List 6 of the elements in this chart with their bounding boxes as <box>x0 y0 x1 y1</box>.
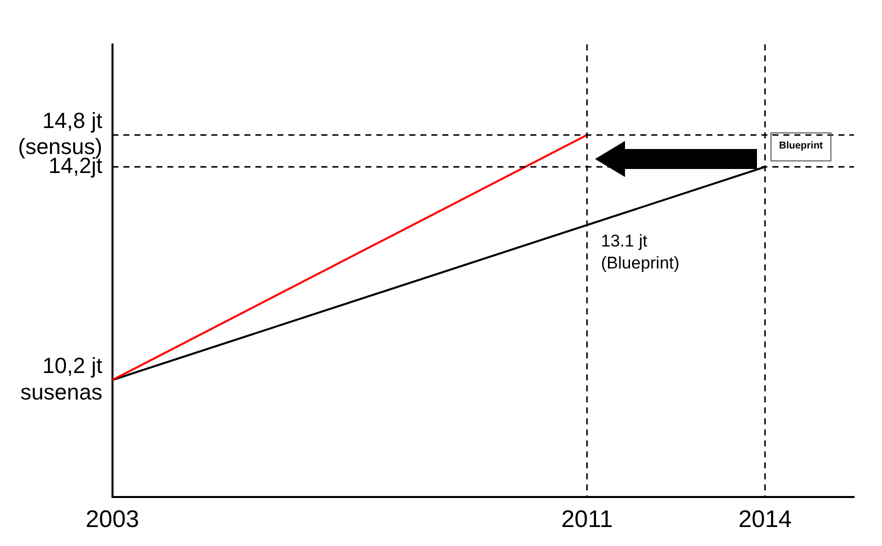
x-tick-label: 2014 <box>738 506 792 534</box>
y-tick-label: 10,2 jt susenas <box>20 352 102 404</box>
x-tick-label: 2011 <box>561 506 613 534</box>
annotation: 13.1 jt (Blueprint) <box>601 232 680 273</box>
annotation: Blueprint <box>779 140 824 152</box>
x-tick-label: 2003 <box>86 506 140 534</box>
